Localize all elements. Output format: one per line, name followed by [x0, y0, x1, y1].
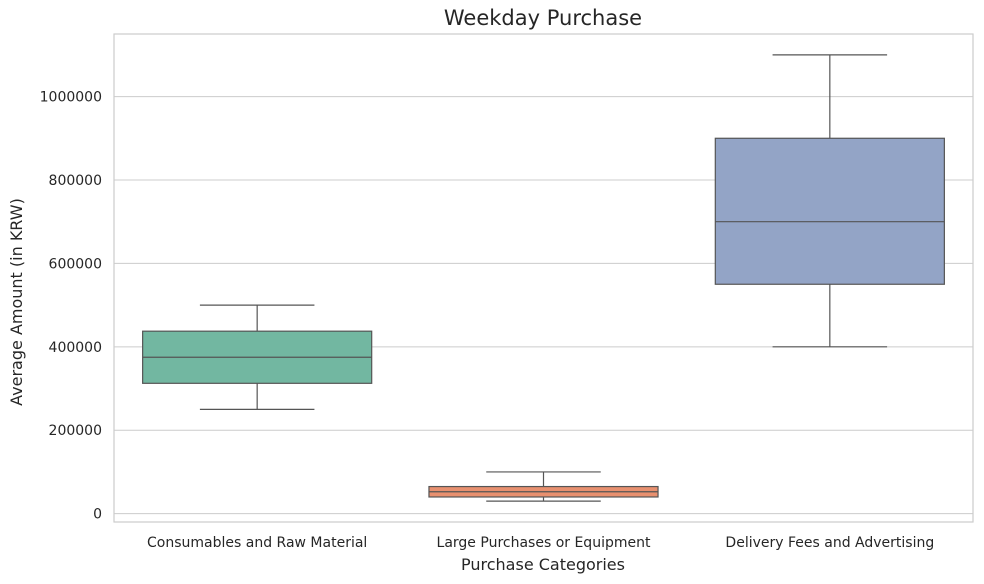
y-tick-label: 400000 [49, 340, 102, 356]
y-axis-ticks: 0 200000 400000 600000 800000 1000000 [40, 90, 102, 523]
box-1 [142, 304, 373, 410]
y-tick-label: 200000 [49, 423, 102, 439]
x-axis-label: Purchase Categories [461, 555, 625, 574]
y-axis-label: Average Amount (in KRW) [7, 198, 26, 406]
chart-title: Weekday Purchase [444, 6, 642, 30]
x-tick-label: Delivery Fees and Advertising [725, 535, 934, 551]
box-series [142, 54, 945, 502]
box-iqr [714, 137, 945, 285]
y-tick-label: 1000000 [40, 90, 102, 106]
x-tick-label: Large Purchases or Equipment [437, 535, 651, 551]
x-axis-ticks: Consumables and Raw Material Large Purcha… [147, 535, 934, 551]
y-tick-label: 0 [93, 507, 102, 523]
box-3 [714, 54, 945, 348]
x-tick-label: Consumables and Raw Material [147, 535, 367, 551]
y-tick-label: 600000 [49, 256, 102, 272]
y-tick-label: 800000 [49, 173, 102, 189]
plot-frame [113, 33, 974, 523]
box-2 [428, 471, 659, 502]
